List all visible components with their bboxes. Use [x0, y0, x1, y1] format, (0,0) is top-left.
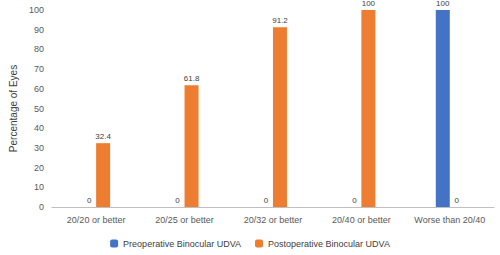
svg-text:0: 0 — [87, 196, 92, 205]
svg-text:10: 10 — [34, 182, 44, 192]
svg-text:100: 100 — [362, 0, 376, 8]
svg-text:91.2: 91.2 — [272, 16, 288, 25]
svg-text:60: 60 — [34, 84, 44, 94]
svg-text:0: 0 — [455, 196, 460, 205]
svg-text:50: 50 — [34, 104, 44, 114]
svg-text:20/25 or better: 20/25 or better — [155, 215, 214, 225]
svg-text:0: 0 — [175, 196, 180, 205]
svg-text:Preoperative Binocular UDVA: Preoperative Binocular UDVA — [123, 239, 241, 249]
svg-text:20: 20 — [34, 163, 44, 173]
svg-text:0: 0 — [264, 196, 269, 205]
svg-text:20/20 or better: 20/20 or better — [67, 215, 126, 225]
svg-text:70: 70 — [34, 64, 44, 74]
svg-text:Postoperative Binocular UDVA: Postoperative Binocular UDVA — [268, 239, 390, 249]
svg-text:Worse than 20/40: Worse than 20/40 — [414, 215, 485, 225]
svg-text:90: 90 — [34, 25, 44, 35]
svg-text:30: 30 — [34, 143, 44, 153]
svg-text:Percentage of Eyes: Percentage of Eyes — [8, 65, 19, 152]
svg-text:80: 80 — [34, 44, 44, 54]
svg-text:40: 40 — [34, 123, 44, 133]
svg-text:0: 0 — [352, 196, 357, 205]
svg-text:20/32 or better: 20/32 or better — [244, 215, 303, 225]
svg-text:61.8: 61.8 — [184, 74, 200, 83]
svg-text:100: 100 — [436, 0, 450, 8]
svg-text:0: 0 — [39, 202, 44, 212]
svg-text:32.4: 32.4 — [95, 132, 111, 141]
svg-text:100: 100 — [29, 5, 44, 15]
svg-text:20/40 or better: 20/40 or better — [332, 215, 391, 225]
